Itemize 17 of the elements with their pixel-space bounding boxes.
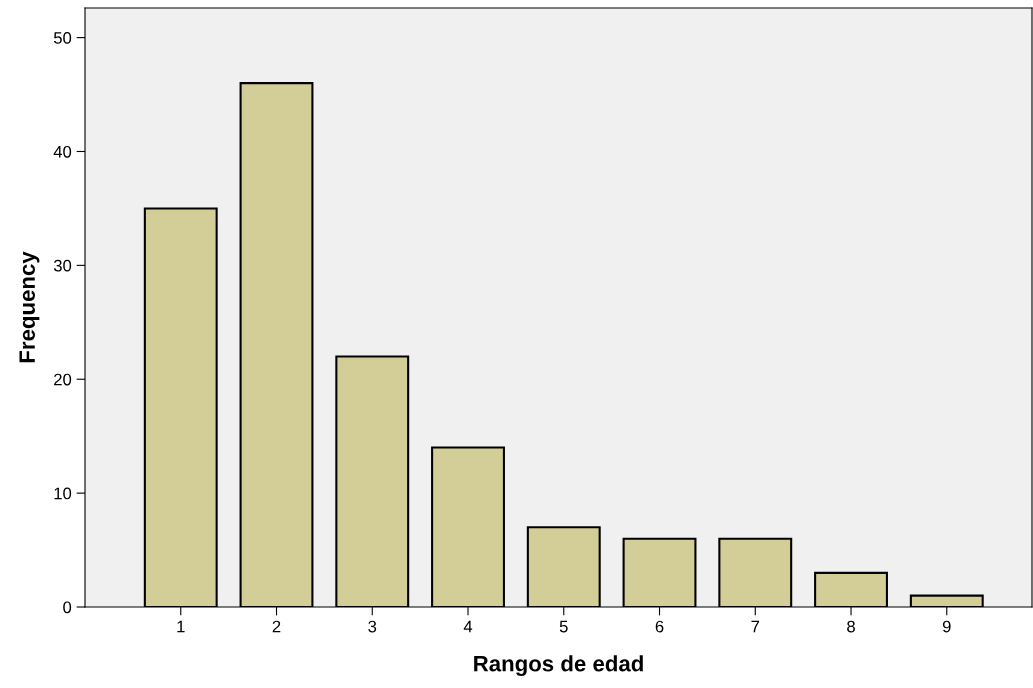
y-tick-label: 40 [53,145,72,158]
x-tick-label: 5 [559,620,568,633]
y-tick-label: 50 [53,32,72,44]
x-tick-label: 7 [751,620,760,633]
y-tick-label: 30 [53,259,72,272]
x-axis-title: Rangos de edad [474,655,643,676]
x-tick-label: 3 [368,620,377,633]
y-axis-title: Frequency [19,251,40,363]
x-tick-label: 6 [655,620,664,633]
x-tick-label: 8 [847,620,855,633]
x-tick-label: 2 [272,620,281,633]
y-tick-label: 20 [54,373,72,386]
x-tick-label: 9 [942,620,951,633]
x-tick-label: 1 [177,620,185,633]
y-tick-label: 0 [63,601,72,614]
x-tick-label: 4 [463,620,473,633]
y-tick-label: 10 [54,487,72,500]
